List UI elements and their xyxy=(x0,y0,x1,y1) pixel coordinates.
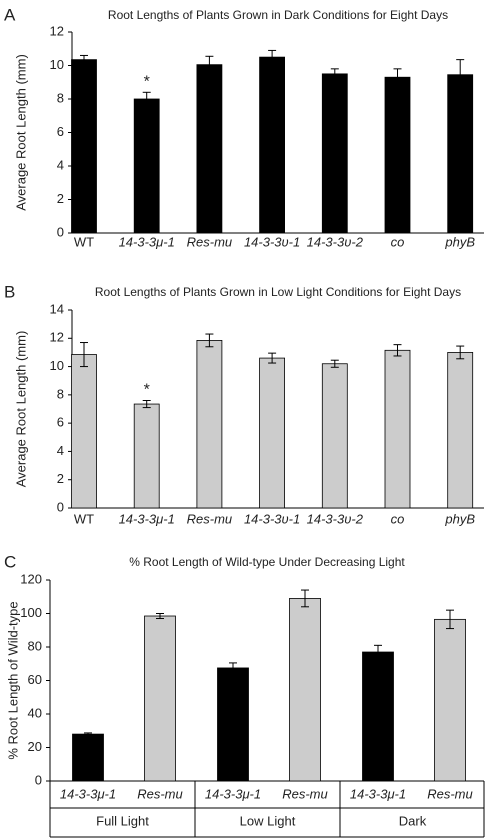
y-tick-label: 20 xyxy=(28,739,42,754)
x-tick-label: 14-3-3μ-1 xyxy=(119,511,175,526)
y-tick-label: 6 xyxy=(57,124,64,139)
x-group-label: Low Light xyxy=(240,813,296,828)
x-tick-label: Res-mu xyxy=(187,234,233,249)
y-tick-label: 14 xyxy=(50,301,64,316)
chart-title: Root Lengths of Plants Grown in Dark Con… xyxy=(108,8,448,22)
bar xyxy=(133,403,160,509)
bar xyxy=(72,733,104,782)
x-tick-label: 14-3-3υ-2 xyxy=(307,234,364,249)
bar xyxy=(259,56,286,234)
x-tick-label: 14-3-3υ-1 xyxy=(244,511,300,526)
y-tick-label: 2 xyxy=(57,191,64,206)
y-tick-label: 4 xyxy=(57,157,64,172)
y-tick-label: 6 xyxy=(57,415,64,430)
bar xyxy=(321,363,348,509)
y-tick-label: 80 xyxy=(28,638,42,653)
y-tick-label: 40 xyxy=(28,705,42,720)
x-tick-label: WT xyxy=(74,511,94,526)
x-tick-label: phyB xyxy=(444,234,475,249)
annotation: * xyxy=(144,74,150,91)
x-sub-label: 14-3-3μ-1 xyxy=(350,786,406,801)
y-tick-label: 60 xyxy=(28,672,42,687)
x-sub-label: Res-mu xyxy=(137,786,183,801)
bar xyxy=(434,618,466,782)
x-group-label: Full Light xyxy=(96,813,149,828)
x-sub-label: 14-3-3μ-1 xyxy=(60,786,116,801)
y-axis-label: Average Root Length (mm) xyxy=(13,54,28,211)
x-tick-label: Res-mu xyxy=(187,511,233,526)
bar xyxy=(447,74,474,234)
y-tick-label: 100 xyxy=(20,605,42,620)
bar xyxy=(384,349,411,509)
y-tick-label: 10 xyxy=(50,358,64,373)
bar xyxy=(71,354,97,509)
y-tick-label: 0 xyxy=(35,772,42,787)
y-axis-label: % Root Length of Wild-type xyxy=(5,601,20,759)
y-tick-label: 4 xyxy=(57,443,64,458)
bar xyxy=(196,340,223,509)
x-group-label: Dark xyxy=(399,813,427,828)
chart-title: Root Lengths of Plants Grown in Low Ligh… xyxy=(95,285,461,299)
bar xyxy=(144,615,176,782)
bar xyxy=(384,76,411,234)
y-tick-label: 120 xyxy=(20,571,42,586)
panel-label: A xyxy=(4,5,16,24)
y-tick-label: 0 xyxy=(57,499,64,514)
y-tick-label: 8 xyxy=(57,90,64,105)
bar xyxy=(362,651,394,782)
y-tick-label: 12 xyxy=(50,330,64,345)
bar xyxy=(196,64,223,234)
bar xyxy=(447,352,474,509)
x-tick-label: co xyxy=(391,511,405,526)
y-tick-label: 8 xyxy=(57,386,64,401)
x-tick-label: phyB xyxy=(444,511,475,526)
y-axis-label: Average Root Length (mm) xyxy=(13,331,28,488)
y-tick-label: 0 xyxy=(57,224,64,239)
x-tick-label: 14-3-3υ-2 xyxy=(307,511,364,526)
y-tick-label: 12 xyxy=(50,23,64,38)
bar xyxy=(321,73,348,234)
panel-label: B xyxy=(4,282,15,301)
bar xyxy=(217,667,249,782)
bar xyxy=(259,357,286,509)
x-sub-label: Res-mu xyxy=(282,786,328,801)
y-tick-label: 2 xyxy=(57,471,64,486)
annotation: * xyxy=(144,382,150,399)
panel-label: C xyxy=(4,552,16,571)
bar xyxy=(289,598,321,782)
y-tick-label: 10 xyxy=(50,57,64,72)
bar xyxy=(133,98,160,234)
chart-title: % Root Length of Wild-type Under Decreas… xyxy=(129,555,405,569)
x-tick-label: 14-3-3μ-1 xyxy=(119,234,175,249)
x-tick-label: co xyxy=(391,234,405,249)
x-sub-label: Res-mu xyxy=(427,786,473,801)
bar xyxy=(71,59,97,234)
x-tick-label: 14-3-3υ-1 xyxy=(244,234,300,249)
x-sub-label: 14-3-3μ-1 xyxy=(205,786,261,801)
x-tick-label: WT xyxy=(74,234,94,249)
